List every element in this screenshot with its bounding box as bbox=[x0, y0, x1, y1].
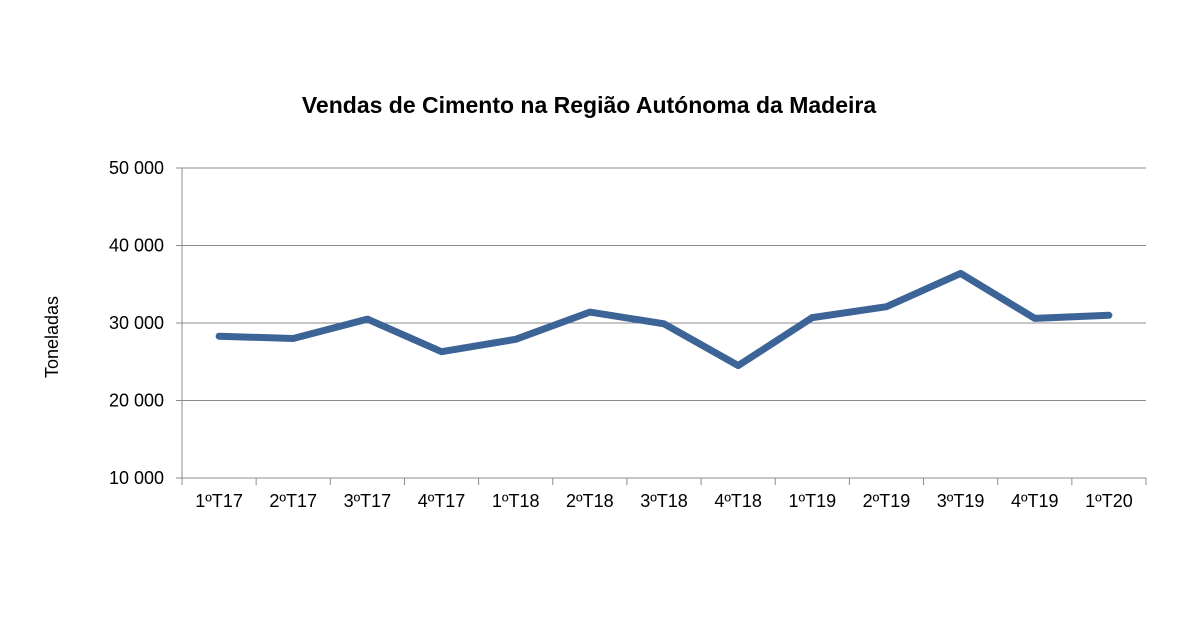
x-tick-label: 4ºT17 bbox=[418, 491, 466, 511]
y-tick-label: 30 000 bbox=[109, 313, 164, 333]
x-tick-label: 4ºT19 bbox=[1011, 491, 1059, 511]
x-tick-label: 2ºT19 bbox=[863, 491, 911, 511]
x-tick-label: 1ºT19 bbox=[789, 491, 837, 511]
x-tick-label: 2ºT18 bbox=[566, 491, 614, 511]
y-axis-label: Toneladas bbox=[42, 296, 62, 378]
gridlines bbox=[182, 167, 1146, 401]
axes bbox=[176, 167, 1147, 485]
series-line bbox=[215, 269, 1113, 370]
x-tick-label: 3ºT19 bbox=[937, 491, 985, 511]
x-tick-label: 3ºT17 bbox=[344, 491, 392, 511]
y-tick-labels: 10 000 20 000 30 000 40 000 50 000 bbox=[109, 158, 164, 488]
series bbox=[215, 269, 1113, 370]
x-tick-label: 1ºT20 bbox=[1085, 491, 1133, 511]
x-tick-label: 4ºT18 bbox=[714, 491, 762, 511]
x-tick-label: 1ºT17 bbox=[195, 491, 243, 511]
x-tick-label: 2ºT17 bbox=[269, 491, 317, 511]
y-tick-label: 10 000 bbox=[109, 468, 164, 488]
y-tick-label: 20 000 bbox=[109, 391, 164, 411]
x-tick-label: 3ºT18 bbox=[640, 491, 688, 511]
chart-title: Vendas de Cimento na Região Autónoma da … bbox=[302, 92, 876, 118]
x-tick-labels: 1ºT17 2ºT17 3ºT17 4ºT17 1ºT18 2ºT18 3ºT18 4ºT18… bbox=[195, 491, 1132, 511]
y-tick-label: 50 000 bbox=[109, 158, 164, 178]
x-tick-label: 1ºT18 bbox=[492, 491, 540, 511]
y-tick-label: 40 000 bbox=[109, 236, 164, 256]
